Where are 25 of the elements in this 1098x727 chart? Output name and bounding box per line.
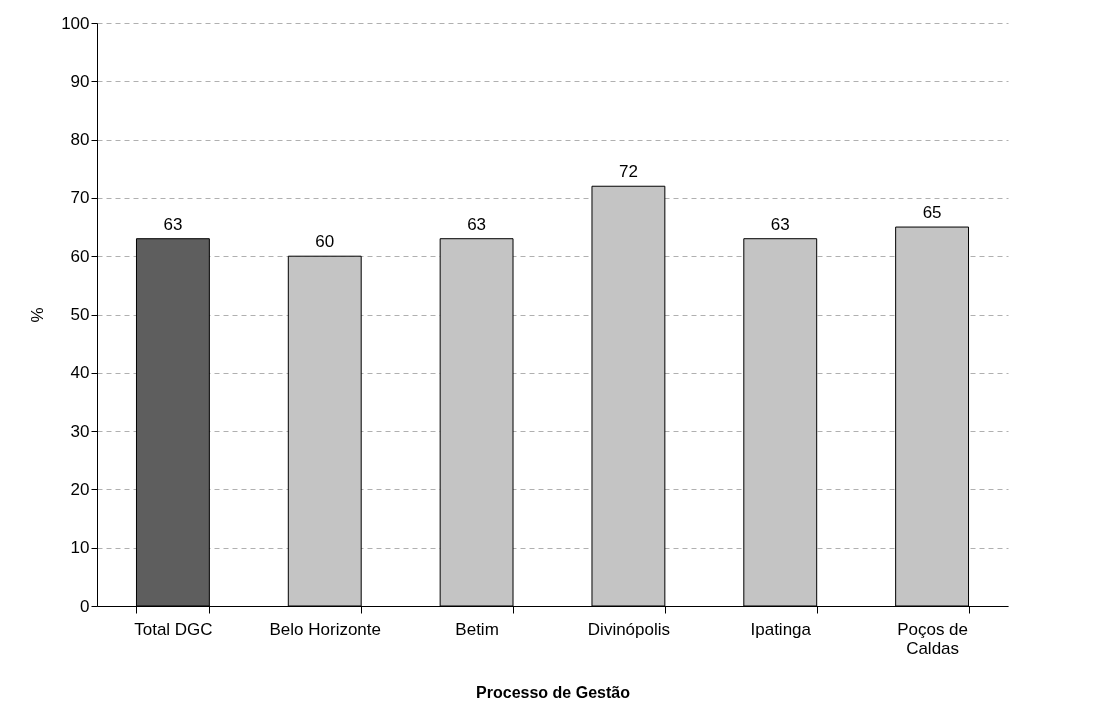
x-tick-label: Poços de Caldas bbox=[897, 619, 969, 658]
y-tick-label: 80 bbox=[70, 130, 90, 150]
y-axis-title: % bbox=[28, 307, 48, 323]
y-tick-label: 10 bbox=[70, 538, 90, 558]
y-tick-label: 0 bbox=[80, 596, 90, 616]
y-tick-label: 90 bbox=[70, 71, 90, 91]
data-label: 63 bbox=[770, 214, 790, 234]
y-tick-label: 100 bbox=[61, 13, 90, 33]
x-tick-label: Divinópolis bbox=[587, 619, 671, 639]
x-tick-label: Belo Horizonte bbox=[269, 619, 382, 639]
data-label: 65 bbox=[922, 203, 942, 223]
data-label: 63 bbox=[467, 214, 487, 234]
x-tick-label: Total DGC bbox=[134, 619, 213, 639]
y-tick-label: 30 bbox=[70, 421, 90, 441]
x-tick-label: Betim bbox=[455, 619, 499, 639]
y-tick-label: 70 bbox=[70, 188, 90, 208]
y-tick-label: 60 bbox=[70, 246, 90, 266]
x-axis-title: Processo de Gestão bbox=[476, 683, 631, 701]
y-tick-label: 40 bbox=[70, 363, 90, 383]
y-tick-label: 50 bbox=[70, 305, 90, 324]
data-label: 72 bbox=[618, 162, 638, 182]
data-label: 63 bbox=[163, 214, 183, 234]
y-tick-label: 20 bbox=[70, 479, 90, 499]
x-tick-label: Ipatinga bbox=[750, 619, 812, 639]
data-label: 60 bbox=[315, 232, 335, 252]
